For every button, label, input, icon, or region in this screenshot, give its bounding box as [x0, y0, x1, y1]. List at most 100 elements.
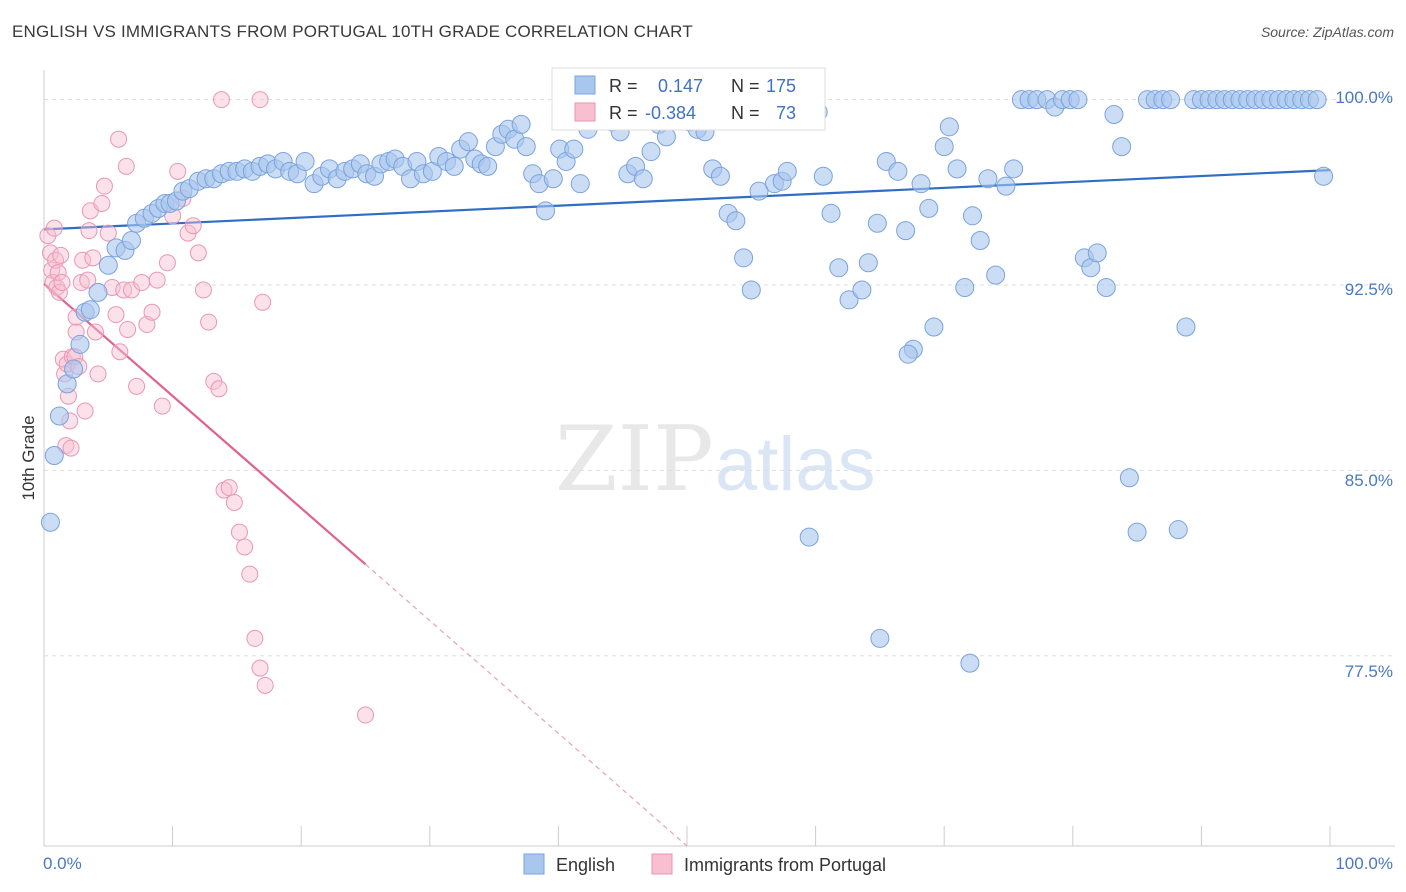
english-point-142	[1096, 277, 1116, 297]
y-tick-label-92-5: 92.5%	[1345, 280, 1393, 299]
english-point-143	[1104, 104, 1124, 124]
english-point-4	[64, 359, 84, 379]
y-tick-label-77-5: 77.5%	[1345, 662, 1393, 681]
trend-line-english	[43, 168, 1331, 231]
english-point-138	[1068, 90, 1088, 110]
english-point-84	[641, 142, 661, 162]
trend-lines	[43, 168, 1331, 847]
portugal-point-62	[246, 629, 264, 647]
english-point-116	[896, 221, 916, 241]
watermark: ZIP atlas	[555, 407, 876, 512]
stats-english-swatch	[574, 75, 596, 95]
stats-english-r-label: R =	[609, 76, 638, 96]
english-point-95	[726, 211, 746, 231]
portugal-point-24	[79, 271, 97, 289]
english-point-123	[947, 159, 967, 179]
portugal-point-34	[107, 306, 125, 324]
english-point-122	[939, 117, 959, 137]
portugal-point-69	[254, 293, 272, 311]
portugal-point-31	[95, 177, 113, 195]
watermark-atlas: atlas	[715, 422, 876, 507]
portugal-point-30	[93, 194, 111, 212]
english-point-12	[121, 231, 141, 251]
legend-english-label: English	[556, 855, 615, 875]
portugal-point-52	[194, 281, 212, 299]
y-tick-label-85: 85.0%	[1345, 471, 1393, 490]
portugal-point-23	[76, 402, 94, 420]
english-point-171	[870, 628, 890, 648]
english-point-108	[821, 203, 841, 223]
y-tick-label-100: 100.0%	[1335, 88, 1393, 107]
portugal-point-59	[230, 523, 248, 541]
y-axis-label: 10th Grade	[19, 415, 38, 500]
portugal-point-55	[210, 380, 228, 398]
portugal-point-28	[86, 323, 104, 341]
english-point-112	[858, 253, 878, 273]
english-point-173	[898, 344, 918, 364]
source-credit: Source: ZipAtlas.com	[1260, 24, 1394, 40]
portugal-point-29	[89, 365, 107, 383]
english-point-145	[1119, 468, 1139, 488]
portugal-point-42	[143, 303, 161, 321]
legend-portugal-swatch	[651, 853, 673, 875]
portugal-point-35	[111, 343, 129, 361]
english-point-129	[996, 176, 1016, 196]
portugal-point-61	[241, 565, 259, 583]
x-tick-label-right: 100.0%	[1335, 854, 1393, 873]
english-point-125	[962, 206, 982, 226]
portugal-point-4	[45, 219, 63, 237]
portugal-point-53	[200, 313, 218, 331]
english-point-146	[1127, 522, 1147, 542]
english-point-127	[978, 169, 998, 189]
portugal-point-51	[189, 244, 207, 262]
portugal-point-58	[225, 493, 243, 511]
stats-portugal-r-label: R =	[609, 103, 638, 123]
portugal-point-16	[62, 439, 80, 457]
english-point-36	[295, 151, 315, 171]
english-point-74	[564, 139, 584, 159]
english-point-119	[919, 198, 939, 218]
english-point-121	[934, 137, 954, 157]
english-point-128	[986, 265, 1006, 285]
stats-portugal-r-value: -0.384	[645, 103, 696, 123]
english-point-71	[543, 169, 563, 189]
english-point-61	[478, 156, 498, 176]
portugal-point-40	[133, 274, 151, 292]
english-point-102	[777, 161, 797, 181]
stats-portugal-n-label: N =	[731, 103, 760, 123]
portugal-point-6	[48, 278, 66, 296]
english-point-144	[1112, 137, 1132, 157]
english-point-7	[80, 300, 100, 320]
stats-box: R = 0.147 N = 175 R = -0.384 N = 73	[551, 67, 826, 131]
english-point-111	[852, 280, 872, 300]
english-point-83	[633, 169, 653, 189]
portugal-point-32	[99, 224, 117, 242]
english-point-2	[49, 406, 69, 426]
portugal-point-67	[212, 91, 230, 109]
english-point-70	[536, 201, 556, 221]
trend-line-portugal-extension	[365, 563, 688, 847]
portugal-point-72	[52, 246, 70, 264]
english-point-58	[458, 132, 478, 152]
english-point-5	[70, 334, 90, 354]
portugal-point-39	[128, 377, 146, 395]
series-english-points	[40, 90, 1334, 673]
portugal-point-50	[184, 217, 202, 235]
stats-english-r-value: 0.147	[658, 76, 703, 96]
english-point-110	[839, 290, 859, 310]
axes	[43, 70, 1395, 847]
portugal-point-57	[220, 479, 238, 497]
english-point-98	[749, 181, 769, 201]
english-point-115	[888, 161, 908, 181]
english-point-107	[813, 166, 833, 186]
english-point-130	[1004, 159, 1024, 179]
portugal-point-63	[251, 659, 269, 677]
english-point-9	[98, 255, 118, 275]
portugal-point-22	[74, 251, 92, 269]
legend: English Immigrants from Portugal	[523, 853, 886, 875]
english-point-120	[924, 317, 944, 337]
portugal-point-25	[80, 222, 98, 240]
portugal-point-65	[110, 130, 128, 148]
english-point-1	[44, 446, 64, 466]
